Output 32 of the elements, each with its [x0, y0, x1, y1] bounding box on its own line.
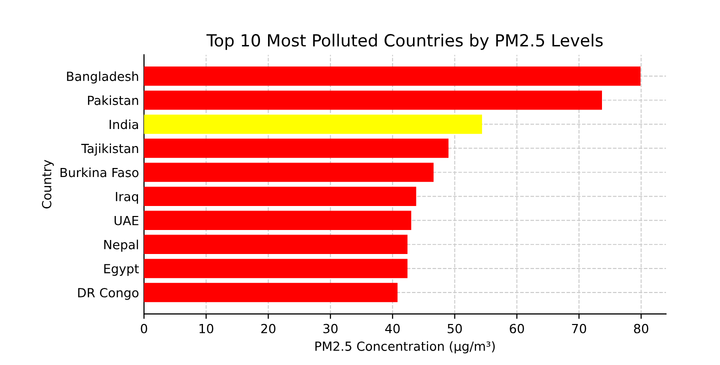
bar	[144, 210, 412, 230]
x-tick-label: 60	[510, 324, 524, 334]
x-tick-label: 40	[385, 324, 400, 334]
x-tick-label: 50	[448, 324, 462, 334]
bar	[144, 282, 398, 302]
x-axis-title: PM2.5 Concentration (μg/m³)	[315, 341, 495, 354]
bar	[144, 90, 602, 110]
x-tick-label: 80	[634, 324, 648, 334]
x-tick-label: 20	[261, 324, 276, 334]
x-tick-label: 10	[200, 324, 214, 334]
y-tick-label: India	[110, 119, 138, 130]
y-tick-label: Pakistan	[88, 95, 138, 106]
bar	[144, 234, 408, 254]
y-tick-label: UAE	[114, 216, 138, 226]
y-tick-label: Iraq	[116, 192, 138, 204]
y-tick-label: Burkina Faso	[60, 168, 138, 178]
bar	[144, 138, 448, 158]
x-tick-label: 70	[572, 324, 586, 334]
y-axis-title: Country	[42, 160, 54, 208]
chart-title: Top 10 Most Polluted Countries by PM2.5 Levels	[206, 34, 603, 50]
y-tick-label: Nepal	[104, 240, 138, 252]
bar	[144, 162, 434, 182]
bar	[144, 114, 482, 134]
bar	[144, 66, 641, 86]
y-tick-label: Tajikistan	[81, 144, 138, 156]
bar	[144, 186, 416, 206]
x-tick-label: 0	[140, 324, 148, 334]
y-tick-label: Bangladesh	[67, 71, 138, 84]
x-tick-label: 30	[323, 324, 338, 334]
y-tick-label: Egypt	[104, 264, 139, 276]
bar	[144, 258, 408, 278]
y-tick-label: DR Congo	[78, 288, 138, 300]
